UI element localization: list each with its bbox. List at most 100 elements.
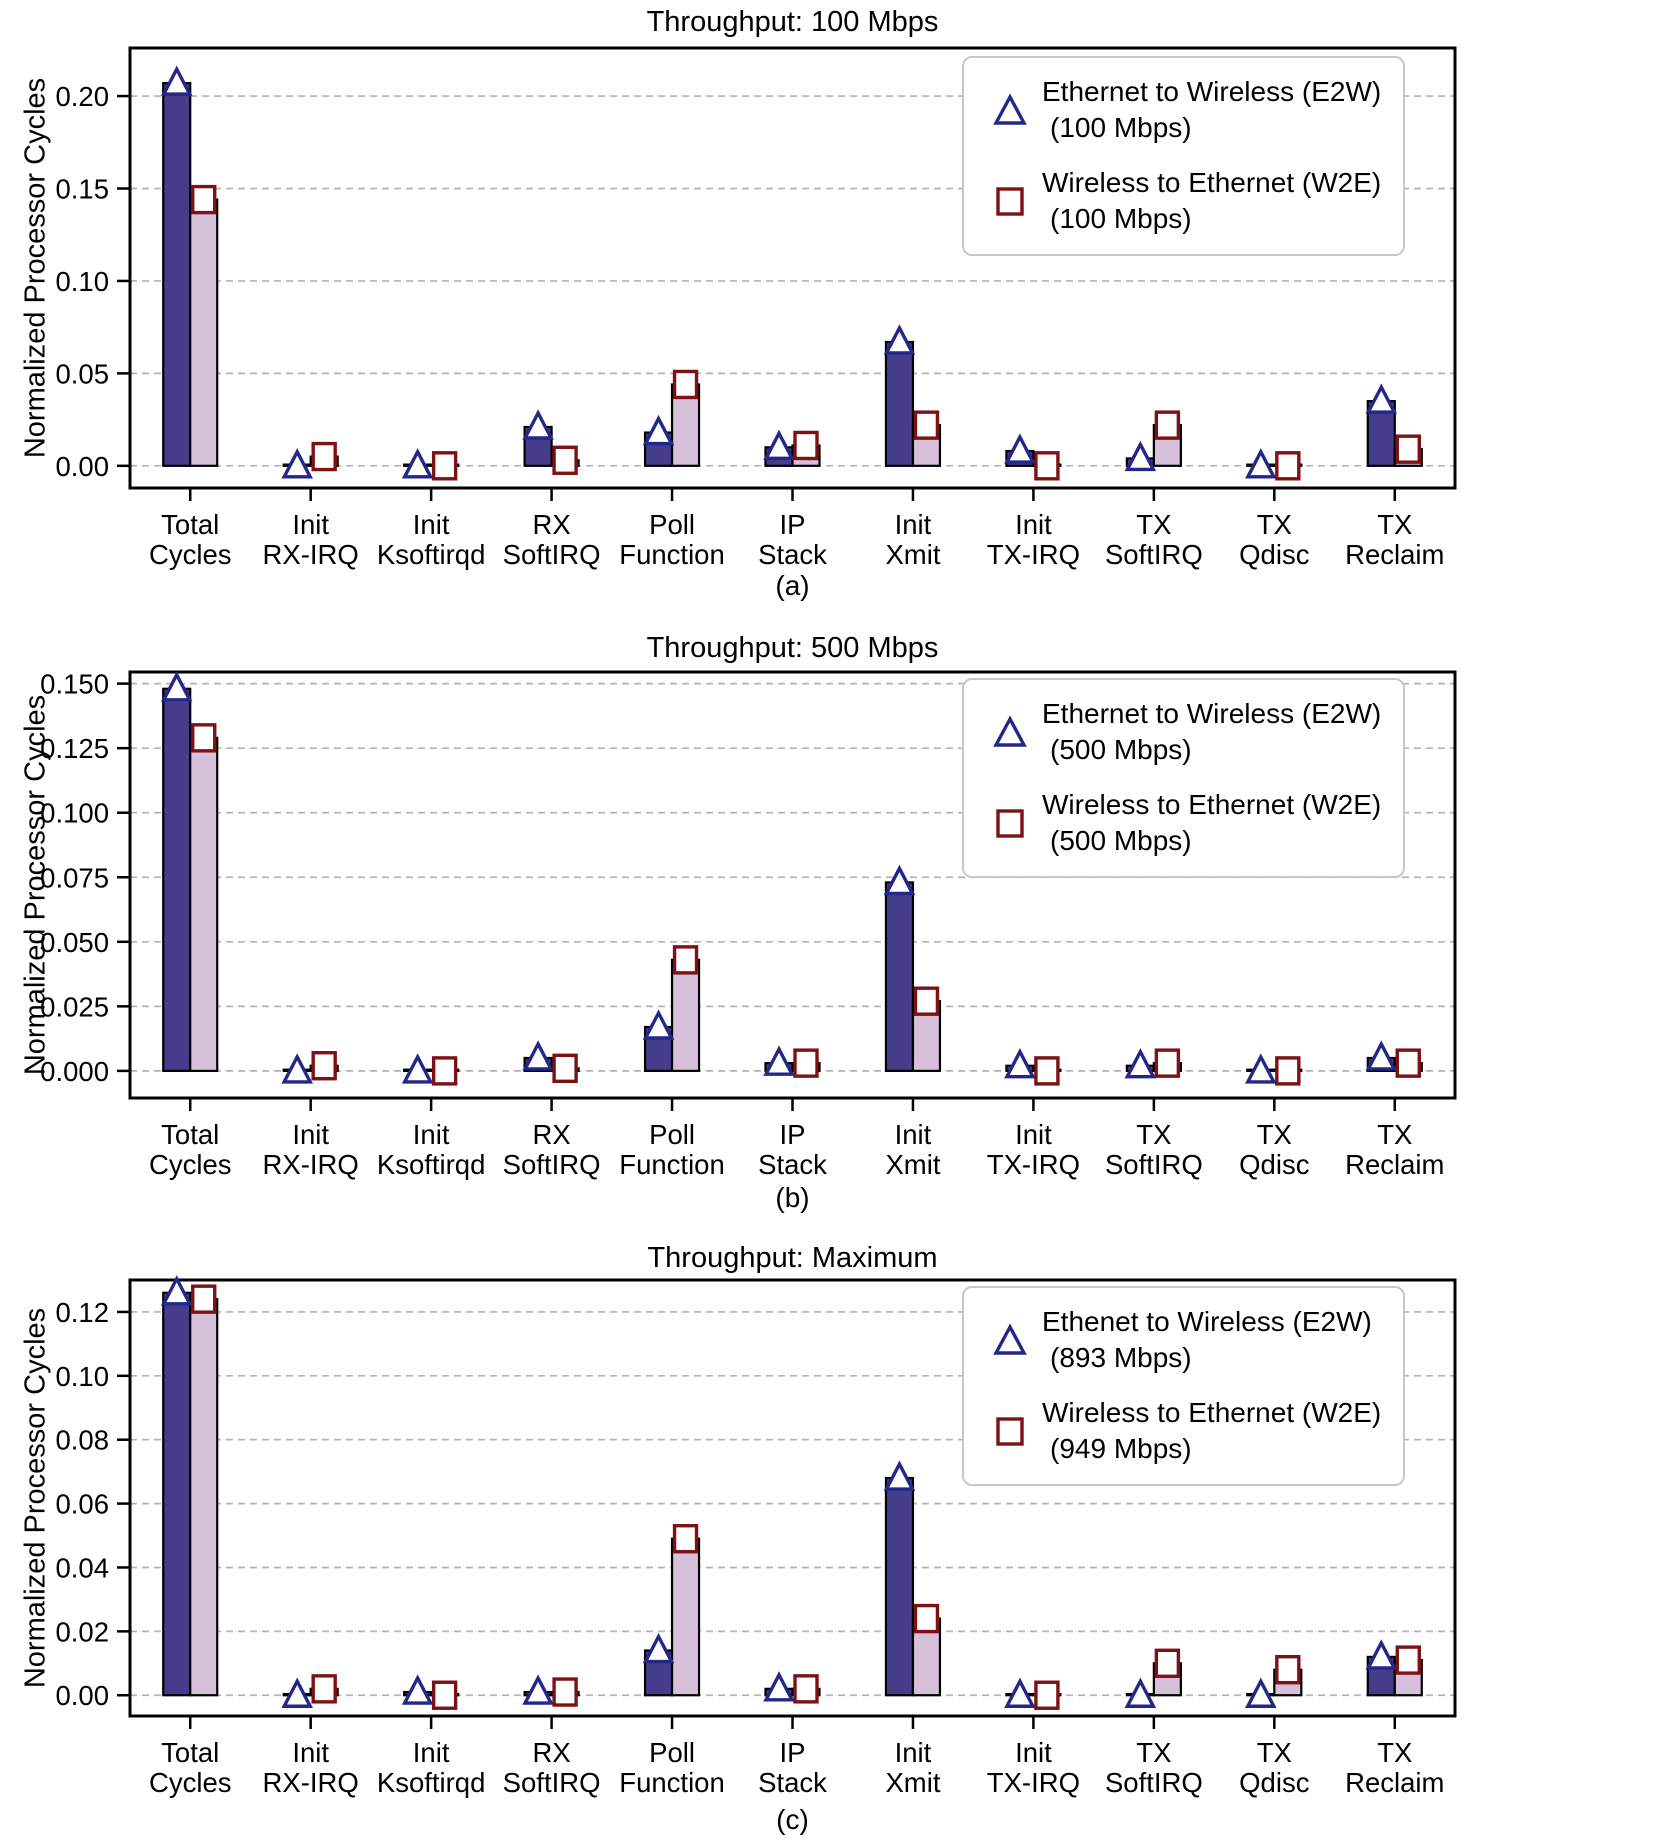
x-category-label: TX [1257,509,1292,540]
x-category-label: Total [161,509,219,540]
y-tick-label: 0.00 [55,451,109,482]
square-marker [1395,434,1421,464]
square-marker [913,410,940,440]
triangle-marker [1365,1040,1398,1071]
square-marker [913,986,940,1016]
legend-label: Ethernet to Wireless (E2W) [1042,76,1382,107]
subplot-b: Throughput: 500 Mbps Normalized Processo… [0,612,1661,1224]
x-category-label: TX [1136,509,1171,540]
x-category-label: Cycles [149,1149,232,1180]
triangle-marker [281,1053,313,1084]
square-marker [793,430,819,461]
triangle-marker-icon [993,715,1027,748]
x-category-label: Qdisc [1239,1767,1310,1798]
x-category-label: Cycles [149,1767,232,1798]
triangle-marker [522,409,554,440]
square-marker [1154,410,1181,440]
x-category-label: TX [1377,509,1412,540]
x-category-label: Xmit [885,539,940,570]
x-category-label: Total [161,1119,219,1150]
y-tick-label: 0.075 [40,862,109,893]
square-marker [431,1680,458,1710]
triangle-marker [1124,440,1157,472]
square-marker [1275,1056,1301,1086]
x-category-label: Poll [649,1119,695,1150]
x-category-label: Cycles [149,539,232,570]
square-marker [191,1284,217,1314]
triangle-marker [642,1009,675,1040]
x-category-label: Init [895,509,932,540]
triangle-marker [401,1674,434,1705]
x-category-label: Init [1015,1119,1052,1150]
triangle-marker [160,65,193,96]
chart-title: Throughput: 500 Mbps [646,632,939,664]
triangle-marker [1004,1677,1036,1708]
triangle-marker [1004,1048,1036,1079]
bar-e2w [162,82,192,467]
triangle-marker [763,429,795,461]
x-category-label: Total [161,1737,219,1768]
legend-sublabel: (949 Mbps) [1050,1433,1192,1465]
x-category-label: Reclaim [1345,1767,1444,1798]
legend-label: Ethenet to Wireless (E2W) [1042,1306,1372,1337]
x-category-label: Init [1015,1737,1052,1768]
legend-label: Ethernet to Wireless (E2W) [1042,698,1382,729]
x-category-label: Stack [758,539,827,570]
x-category-label: RX [532,1737,570,1768]
x-category-label: Stack [758,1767,827,1798]
x-category-label: Reclaim [1345,539,1444,570]
legend-entry-e2w: Ethernet to Wireless (E2W) (500 Mbps) [978,696,1381,769]
bar-w2e [189,198,219,467]
triangle-marker [763,1671,795,1702]
bar-w2e [189,736,219,1072]
legend-sublabel: (100 Mbps) [1050,203,1192,235]
square-marker [431,1056,458,1086]
x-category-label: Init [413,1119,450,1150]
x-category-label: Init [292,1119,329,1150]
square-marker [1034,451,1060,481]
x-category-label: Reclaim [1345,1149,1444,1180]
triangle-marker-icon [993,93,1027,126]
triangle-marker [281,448,313,479]
triangle-marker [160,1275,193,1306]
x-category-label: Function [619,539,724,570]
x-category-label: TX [1377,1119,1412,1150]
x-category-label: TX-IRQ [987,1767,1080,1798]
y-tick-label: 0.15 [55,174,109,205]
x-category-label: IP [780,1119,806,1150]
legend-sublabel: (100 Mbps) [1050,112,1192,144]
square-marker [1275,451,1301,481]
legend-label: Wireless to Ethernet (W2E) [1042,166,1382,198]
x-category-label: Init [895,1737,932,1768]
legend: Ethenet to Wireless (E2W) (893 Mbps) Wir… [962,1286,1406,1486]
legend-entry-w2e: Wireless to Ethernet (W2E) (949 Mbps) [978,1395,1381,1468]
square-marker-icon [996,809,1024,838]
square-marker [1034,1680,1060,1710]
x-category-label: SoftIRQ [1105,1149,1203,1180]
square-marker-icon [996,1417,1024,1446]
square-marker [552,1677,578,1707]
square-marker-icon [996,187,1024,216]
x-category-label: Init [292,1737,329,1768]
legend-entry-w2e: Wireless to Ethernet (W2E) (500 Mbps) [978,787,1381,860]
triangle-marker [883,864,916,896]
y-tick-label: 0.150 [40,669,109,700]
triangle-marker [883,1460,916,1491]
x-category-label: RX-IRQ [263,539,359,570]
x-category-label: Xmit [885,1149,940,1180]
triangle-marker [1245,1053,1277,1084]
legend: Ethernet to Wireless (E2W) (500 Mbps) Wi… [962,678,1406,878]
x-category-label: RX-IRQ [263,1149,359,1180]
bar-e2w [884,1476,915,1697]
square-marker [1034,1056,1060,1086]
bar-e2w [884,340,915,467]
x-category-label: SoftIRQ [503,539,601,570]
legend-entry-e2w: Ethenet to Wireless (E2W) (893 Mbps) [978,1304,1381,1377]
y-tick-label: 0.02 [55,1616,109,1647]
x-category-label: TX-IRQ [987,1149,1080,1180]
x-category-label: SoftIRQ [1105,539,1203,570]
y-tick-label: 0.12 [55,1297,109,1328]
plot-canvas: 0.000.050.100.150.20TotalCyclesInitRX-IR… [55,46,1457,570]
x-category-label: Xmit [885,1767,940,1798]
